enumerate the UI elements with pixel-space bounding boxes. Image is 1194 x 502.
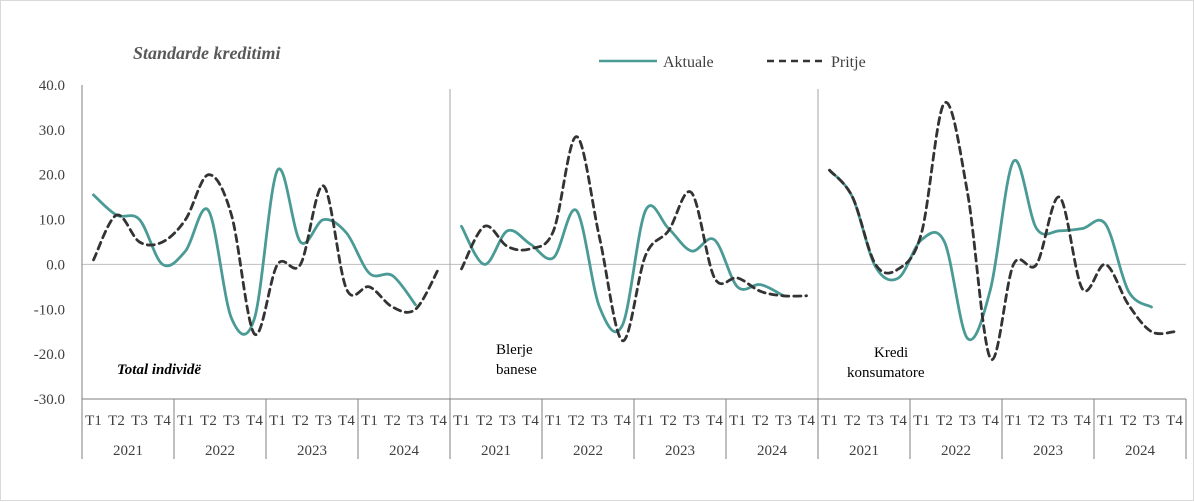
quarter-tick-label: T2: [752, 413, 769, 429]
series-line-aktuale-panel-1: [92, 167, 417, 336]
y-tick-label: 40.0: [39, 78, 65, 94]
panel-label-kredi: Kredi konsumatore: [847, 345, 925, 381]
series-line-pritje-panel-1: [92, 173, 440, 336]
quarter-tick-label: T3: [1051, 413, 1068, 429]
quarter-tick-label: T4: [1166, 413, 1183, 429]
year-label: 2024: [389, 443, 420, 459]
quarter-tick-label: T1: [545, 413, 562, 429]
y-axis: 40.0 30.0 20.0 10.0 0.0 -10.0 -20.0 -30.0: [34, 78, 65, 408]
series-line-aktuale-panel-3: [828, 159, 1153, 342]
quarter-tick-label: T3: [131, 413, 148, 429]
quarter-tick-label: T3: [499, 413, 516, 429]
quarter-tick-label: T3: [315, 413, 332, 429]
quarter-tick-label: T2: [844, 413, 861, 429]
quarter-tick-label: T1: [1097, 413, 1114, 429]
year-label: 2024: [1125, 443, 1156, 459]
quarter-tick-label: T2: [476, 413, 493, 429]
quarter-tick-label: T4: [706, 413, 723, 429]
y-tick-label: 20.0: [39, 168, 65, 184]
quarter-tick-label: T2: [660, 413, 677, 429]
series-line-pritje-panel-3: [828, 101, 1176, 361]
y-tick-label: -10.0: [34, 302, 65, 318]
quarter-tick-label: T4: [522, 413, 539, 429]
panel-label-total: Total individë: [117, 362, 201, 378]
quarter-tick-label: T2: [1120, 413, 1137, 429]
panel-label-blerje: Blerje banese: [496, 342, 537, 378]
year-label: 2021: [849, 443, 879, 459]
quarter-tick-label: T1: [85, 413, 102, 429]
year-label: 2023: [1033, 443, 1063, 459]
quarter-tick-label: T1: [177, 413, 194, 429]
quarter-tick-label: T4: [338, 413, 355, 429]
quarter-tick-label: T2: [568, 413, 585, 429]
quarter-tick-label: T4: [154, 413, 171, 429]
quarter-tick-label: T1: [361, 413, 378, 429]
quarter-tick-label: T4: [798, 413, 815, 429]
quarter-tick-label: T1: [637, 413, 654, 429]
quarter-tick-label: T3: [407, 413, 424, 429]
panel-label-kredi-line1: Kredi: [874, 345, 908, 361]
quarter-tick-label: T3: [591, 413, 608, 429]
series-line-aktuale-panel-2: [460, 204, 785, 334]
quarter-tick-label: T3: [223, 413, 240, 429]
year-label: 2021: [481, 443, 511, 459]
x-axis: T1 T2 T3 T4 2021 T1 T2 T3 T4 2022 T1 T2 T3 T4 2023 T1 T2…: [81, 85, 1187, 459]
plot-lines: [92, 101, 1176, 361]
quarter-tick-label: T2: [384, 413, 401, 429]
quarter-tick-label: T3: [775, 413, 792, 429]
quarter-tick-label: T4: [614, 413, 631, 429]
y-tick-label: 0.0: [46, 257, 65, 273]
quarter-tick-label: T4: [430, 413, 447, 429]
quarter-tick-label: T3: [959, 413, 976, 429]
quarter-tick-label: T1: [729, 413, 746, 429]
y-tick-label: 30.0: [39, 123, 65, 139]
quarter-tick-label: T2: [292, 413, 309, 429]
quarter-tick-label: T2: [936, 413, 953, 429]
year-label: 2022: [573, 443, 603, 459]
quarter-tick-label: T1: [269, 413, 286, 429]
year-label: 2022: [941, 443, 971, 459]
year-label: 2023: [665, 443, 695, 459]
quarter-tick-label: T4: [890, 413, 907, 429]
quarter-tick-label: T4: [982, 413, 999, 429]
panel-label-kredi-line2: konsumatore: [847, 365, 925, 381]
year-label: 2021: [113, 443, 143, 459]
quarter-tick-label: T3: [1143, 413, 1160, 429]
chart-legend: Aktuale Pritje: [599, 54, 866, 71]
legend-label-pritje: Pritje: [831, 54, 866, 71]
chart-title: Standarde kreditimi: [133, 43, 281, 63]
quarter-tick-label: T3: [683, 413, 700, 429]
quarter-tick-label: T2: [108, 413, 125, 429]
legend-label-aktuale: Aktuale: [663, 54, 714, 71]
year-label: 2022: [205, 443, 235, 459]
year-label: 2024: [757, 443, 788, 459]
y-tick-label: -30.0: [34, 392, 65, 408]
quarter-tick-label: T1: [913, 413, 930, 429]
quarter-tick-label: T1: [453, 413, 470, 429]
quarter-tick-label: T1: [821, 413, 838, 429]
series-line-pritje-panel-2: [460, 135, 808, 343]
panel-label-blerje-line1: Blerje: [496, 342, 533, 358]
panel-label-blerje-line2: banese: [496, 362, 537, 378]
y-tick-label: -20.0: [34, 347, 65, 363]
year-label: 2023: [297, 443, 327, 459]
quarter-tick-label: T1: [1005, 413, 1022, 429]
quarter-tick-label: T3: [867, 413, 884, 429]
quarter-tick-label: T4: [1074, 413, 1091, 429]
quarter-tick-label: T2: [1028, 413, 1045, 429]
y-tick-label: 10.0: [39, 213, 65, 229]
quarter-tick-label: T4: [246, 413, 263, 429]
quarter-tick-label: T2: [200, 413, 217, 429]
